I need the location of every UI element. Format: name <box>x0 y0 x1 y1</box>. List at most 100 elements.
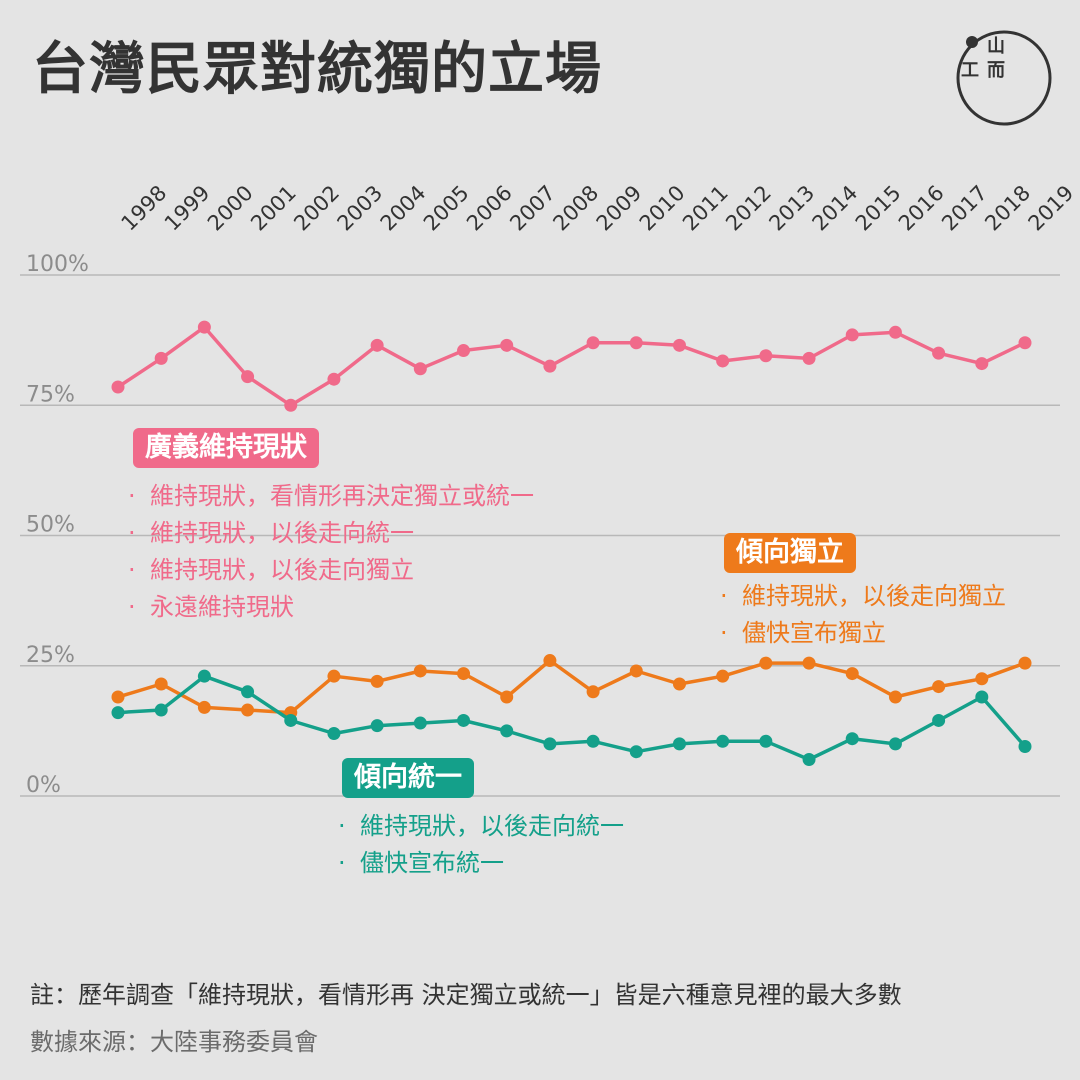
series-line <box>117 325 1026 408</box>
series-line <box>117 674 1027 762</box>
data-point <box>716 734 730 748</box>
data-point <box>413 716 427 730</box>
x-tick-label: 2011 <box>678 181 733 236</box>
data-point <box>802 351 816 365</box>
logo-glyph-left: 工 <box>961 60 979 81</box>
legend-item: 儘快宣布統一 <box>338 845 624 882</box>
legend-list-unification: 維持現狀，以後走向統一 儘快宣布統一 <box>338 808 624 882</box>
logo-glyph-right: 而 <box>987 60 1005 81</box>
data-point <box>111 690 125 704</box>
data-point <box>888 737 902 751</box>
data-point <box>629 745 643 759</box>
x-tick-label: 1999 <box>160 181 215 236</box>
data-point <box>845 667 859 681</box>
x-tick-label: 2015 <box>851 181 906 236</box>
data-point <box>1018 740 1032 754</box>
data-point <box>975 357 989 371</box>
data-point <box>716 354 730 368</box>
x-tick-label: 2010 <box>635 181 690 236</box>
data-point <box>672 338 686 352</box>
data-point <box>197 320 211 334</box>
x-tick-label: 2012 <box>721 181 776 236</box>
data-point <box>975 690 989 704</box>
data-point <box>932 713 946 727</box>
x-tick-label: 2006 <box>462 181 517 236</box>
data-point <box>586 734 600 748</box>
x-tick-label: 2003 <box>333 181 388 236</box>
legend-item: 儘快宣布獨立 <box>720 615 1006 652</box>
data-point <box>759 349 773 363</box>
x-tick-label: 2013 <box>764 181 819 236</box>
data-point <box>543 654 557 668</box>
legend-item: 維持現狀，看情形再決定獨立或統一 <box>128 478 534 515</box>
page-title: 台灣民眾對統獨的立場 <box>32 37 602 102</box>
data-point <box>1018 656 1032 670</box>
data-point <box>759 734 773 748</box>
legend-item: 維持現狀，以後走向獨立 <box>720 578 1006 615</box>
data-point <box>672 737 686 751</box>
x-tick-label: 2002 <box>289 181 344 236</box>
x-tick-label: 2007 <box>505 181 560 236</box>
data-point <box>586 685 600 699</box>
x-tick-label: 2014 <box>808 181 863 236</box>
y-tick-label: 75% <box>26 382 75 407</box>
legend-list-independence: 維持現狀，以後走向獨立 儘快宣布獨立 <box>720 578 1006 652</box>
y-tick-label: 0% <box>26 773 61 798</box>
data-point <box>370 674 384 688</box>
data-point <box>500 690 514 704</box>
data-point <box>284 398 298 412</box>
x-tick-label: 2004 <box>376 181 431 236</box>
data-point <box>586 336 600 350</box>
data-point <box>154 703 168 717</box>
footnote: 註：歷年調查「維持現狀，看情形再 決定獨立或統一」皆是六種意見裡的最大多數 <box>30 981 902 1009</box>
data-point <box>629 336 643 350</box>
data-point <box>888 325 902 339</box>
y-tick-label: 100% <box>26 252 89 277</box>
x-tick-label: 2009 <box>592 181 647 236</box>
data-point <box>888 690 902 704</box>
data-source: 數據來源：大陸事務委員會 <box>30 1028 318 1056</box>
data-point <box>845 732 859 746</box>
data-point <box>932 680 946 694</box>
data-point <box>284 713 298 727</box>
data-point <box>672 677 686 691</box>
data-point <box>543 359 557 373</box>
data-point <box>457 344 471 358</box>
legend-item: 維持現狀，以後走向獨立 <box>128 552 534 589</box>
data-point <box>241 685 255 699</box>
legend-item: 維持現狀，以後走向統一 <box>128 515 534 552</box>
data-point <box>327 726 341 740</box>
y-tick-label: 50% <box>26 513 75 538</box>
x-tick-label: 2019 <box>1024 181 1079 236</box>
legend-list-status-quo: 維持現狀，看情形再決定獨立或統一 維持現狀，以後走向統一 維持現狀，以後走向獨立… <box>128 478 534 626</box>
data-point <box>241 703 255 717</box>
data-point <box>932 346 946 360</box>
data-point <box>845 328 859 342</box>
data-point <box>457 667 471 681</box>
x-tick-label: 2017 <box>937 181 992 236</box>
data-point <box>543 737 557 751</box>
x-tick-label: 2001 <box>246 181 301 236</box>
data-point <box>327 372 341 386</box>
data-point <box>802 753 816 767</box>
x-tick-label: 2008 <box>548 181 603 236</box>
legend-item: 維持現狀，以後走向統一 <box>338 808 624 845</box>
data-point <box>759 656 773 670</box>
theinitium-logo-icon: 山 工 而 <box>956 30 1052 126</box>
data-point <box>241 370 255 384</box>
legend-badge-status-quo: 廣義維持現狀 <box>133 428 319 468</box>
y-tick-label: 25% <box>26 643 75 668</box>
data-point <box>413 664 427 678</box>
data-point <box>500 724 514 738</box>
data-point <box>197 669 211 683</box>
data-point <box>500 338 514 352</box>
data-point <box>413 362 427 376</box>
data-point <box>457 713 471 727</box>
data-point <box>1018 336 1032 350</box>
x-tick-label: 2005 <box>419 181 474 236</box>
data-point <box>629 664 643 678</box>
logo-glyph-top: 山 <box>987 36 1005 57</box>
data-point <box>111 380 125 394</box>
data-point <box>802 656 816 670</box>
